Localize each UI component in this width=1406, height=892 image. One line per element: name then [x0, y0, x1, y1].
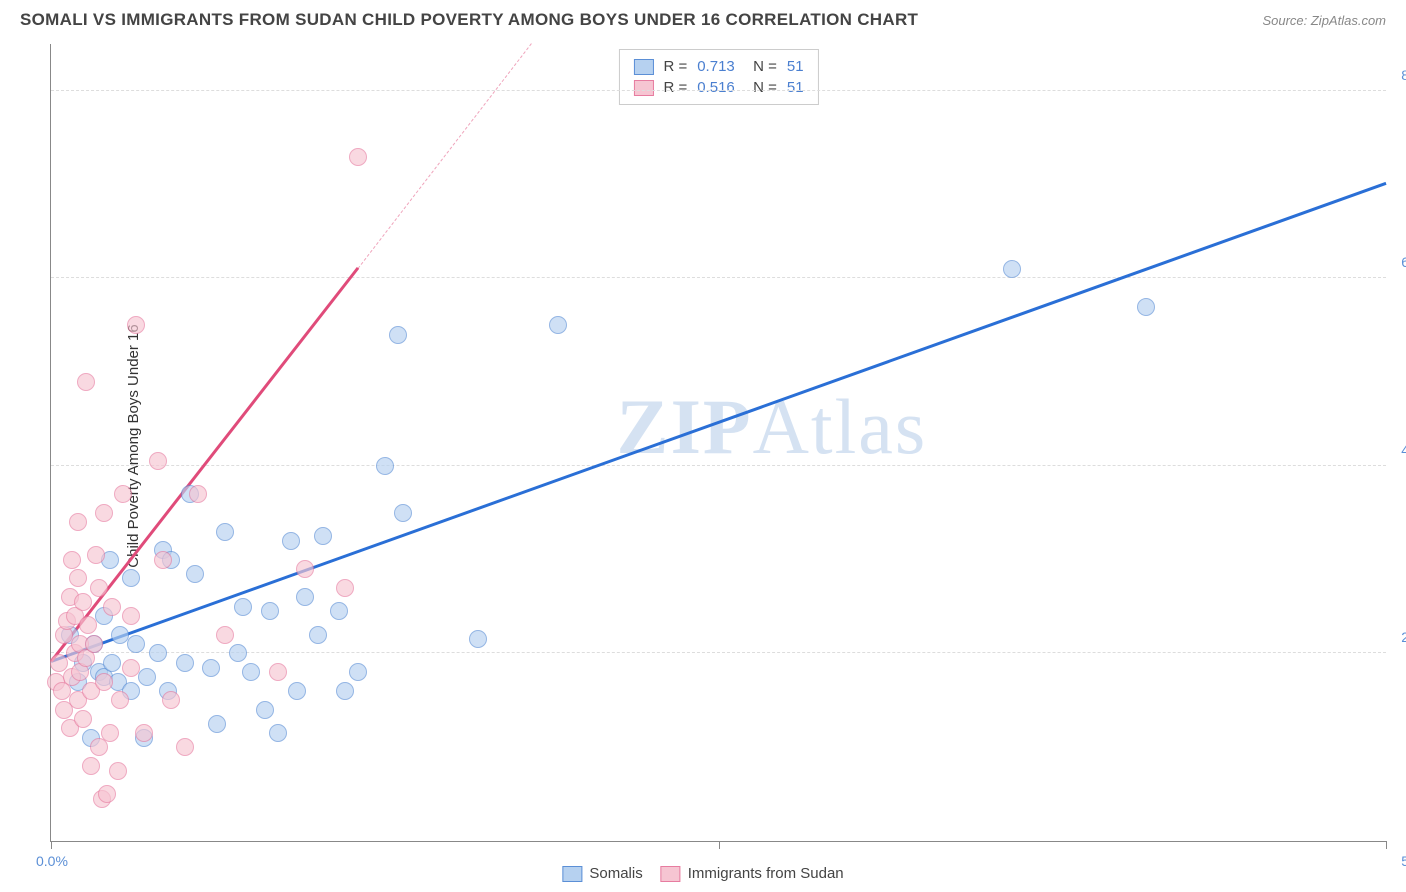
- scatter-point: [256, 701, 274, 719]
- scatter-point: [330, 602, 348, 620]
- scatter-point: [242, 663, 260, 681]
- scatter-point: [469, 630, 487, 648]
- scatter-point: [376, 457, 394, 475]
- gridline: [51, 652, 1386, 653]
- x-axis-min-label: 0.0%: [36, 853, 68, 869]
- scatter-point: [296, 560, 314, 578]
- gridline: [51, 277, 1386, 278]
- scatter-point: [154, 551, 172, 569]
- swatch-icon: [661, 866, 681, 882]
- scatter-point: [101, 724, 119, 742]
- scatter-point: [216, 626, 234, 644]
- chart-title: SOMALI VS IMMIGRANTS FROM SUDAN CHILD PO…: [20, 10, 918, 30]
- y-tick-label: 80.0%: [1401, 67, 1406, 83]
- scatter-point: [189, 485, 207, 503]
- gridline: [51, 465, 1386, 466]
- scatter-point: [176, 738, 194, 756]
- scatter-point: [336, 682, 354, 700]
- scatter-point: [261, 602, 279, 620]
- scatter-point: [122, 607, 140, 625]
- scatter-point: [79, 616, 97, 634]
- scatter-point: [216, 523, 234, 541]
- bottom-legend: Somalis Immigrants from Sudan: [562, 865, 843, 882]
- scatter-point: [269, 724, 287, 742]
- scatter-point: [288, 682, 306, 700]
- scatter-point: [186, 565, 204, 583]
- trend-line: [51, 182, 1387, 663]
- scatter-point: [135, 724, 153, 742]
- r-value: 0.713: [697, 58, 735, 75]
- n-value: 51: [787, 79, 804, 96]
- scatter-point: [176, 654, 194, 672]
- r-value: 0.516: [697, 79, 735, 96]
- scatter-point: [77, 373, 95, 391]
- scatter-point: [122, 659, 140, 677]
- scatter-point: [122, 569, 140, 587]
- legend-item-sudan: Immigrants from Sudan: [661, 865, 844, 882]
- y-tick-label: 20.0%: [1401, 629, 1406, 645]
- scatter-point: [63, 551, 81, 569]
- scatter-point: [389, 326, 407, 344]
- scatter-point: [98, 785, 116, 803]
- scatter-point: [85, 635, 103, 653]
- scatter-point: [82, 757, 100, 775]
- stats-row-somalis: R = 0.713 N = 51: [633, 56, 803, 77]
- x-axis-max-label: 50.0%: [1401, 853, 1406, 869]
- x-tick: [51, 841, 52, 849]
- swatch-icon: [633, 59, 653, 75]
- scatter-point: [234, 598, 252, 616]
- stats-row-sudan: R = 0.516 N = 51: [633, 77, 803, 98]
- x-tick: [719, 841, 720, 849]
- scatter-point: [296, 588, 314, 606]
- chart-plot-area: ZIPAtlas R = 0.713 N = 51 R = 0.516 N = …: [50, 44, 1386, 842]
- trend-line-extrapolated: [358, 43, 532, 269]
- scatter-point: [90, 579, 108, 597]
- scatter-point: [394, 504, 412, 522]
- scatter-point: [202, 659, 220, 677]
- scatter-point: [50, 654, 68, 672]
- source-label: Source: ZipAtlas.com: [1262, 13, 1386, 28]
- scatter-point: [1003, 260, 1021, 278]
- scatter-point: [149, 452, 167, 470]
- y-tick-label: 60.0%: [1401, 254, 1406, 270]
- scatter-point: [229, 644, 247, 662]
- scatter-point: [111, 691, 129, 709]
- scatter-point: [103, 598, 121, 616]
- scatter-point: [336, 579, 354, 597]
- scatter-point: [127, 635, 145, 653]
- y-tick-label: 40.0%: [1401, 442, 1406, 458]
- legend-item-somalis: Somalis: [562, 865, 642, 882]
- scatter-point: [114, 485, 132, 503]
- scatter-point: [87, 546, 105, 564]
- scatter-point: [127, 316, 145, 334]
- n-value: 51: [787, 58, 804, 75]
- scatter-point: [138, 668, 156, 686]
- scatter-point: [162, 691, 180, 709]
- swatch-icon: [633, 80, 653, 96]
- scatter-point: [103, 654, 121, 672]
- correlation-stats-box: R = 0.713 N = 51 R = 0.516 N = 51: [618, 49, 818, 105]
- scatter-point: [109, 762, 127, 780]
- scatter-point: [149, 644, 167, 662]
- scatter-point: [1137, 298, 1155, 316]
- watermark: ZIPAtlas: [617, 382, 928, 472]
- scatter-point: [95, 673, 113, 691]
- x-tick: [1386, 841, 1387, 849]
- scatter-point: [309, 626, 327, 644]
- swatch-icon: [562, 866, 582, 882]
- scatter-point: [282, 532, 300, 550]
- scatter-point: [549, 316, 567, 334]
- scatter-point: [269, 663, 287, 681]
- scatter-point: [314, 527, 332, 545]
- scatter-point: [69, 513, 87, 531]
- scatter-point: [208, 715, 226, 733]
- scatter-point: [74, 593, 92, 611]
- scatter-point: [69, 569, 87, 587]
- scatter-point: [349, 148, 367, 166]
- gridline: [51, 90, 1386, 91]
- scatter-point: [349, 663, 367, 681]
- scatter-point: [74, 710, 92, 728]
- scatter-point: [95, 504, 113, 522]
